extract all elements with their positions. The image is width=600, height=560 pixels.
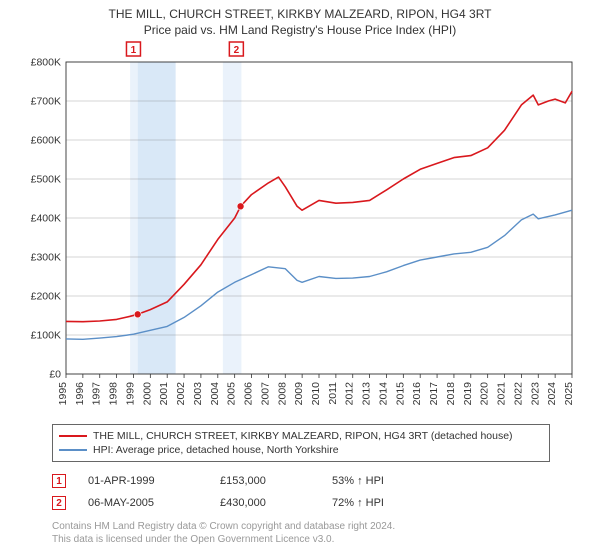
svg-text:2010: 2010 <box>310 382 322 406</box>
svg-text:2017: 2017 <box>428 382 440 406</box>
svg-text:2015: 2015 <box>394 382 406 406</box>
license-line-1: Contains HM Land Registry data © Crown c… <box>52 521 395 532</box>
svg-text:2006: 2006 <box>243 382 255 406</box>
title-line-1: THE MILL, CHURCH STREET, KIRKBY MALZEARD… <box>109 7 492 21</box>
legend-label: THE MILL, CHURCH STREET, KIRKBY MALZEARD… <box>93 430 513 442</box>
transaction-price: £430,000 <box>220 497 310 509</box>
svg-text:£300K: £300K <box>31 252 61 264</box>
svg-text:1: 1 <box>131 45 137 56</box>
svg-text:2001: 2001 <box>158 382 170 406</box>
svg-text:2004: 2004 <box>209 382 221 406</box>
transaction-row: 1 01-APR-1999 £153,000 53% ↑ HPI <box>52 470 600 492</box>
svg-text:£800K: £800K <box>31 57 61 69</box>
transaction-date: 01-APR-1999 <box>88 475 198 487</box>
svg-text:2012: 2012 <box>344 382 356 406</box>
svg-text:£700K: £700K <box>31 96 61 108</box>
svg-text:2014: 2014 <box>377 382 389 406</box>
svg-text:2023: 2023 <box>529 382 541 406</box>
chart-area: £0 £100K £200K £300K £400K £500K £600K £700K £80… <box>22 38 582 418</box>
svg-text:2000: 2000 <box>141 382 153 406</box>
transaction-hpi: 72% ↑ HPI <box>332 497 422 509</box>
legend-swatch <box>59 449 87 451</box>
svg-text:2007: 2007 <box>259 382 271 406</box>
svg-text:2018: 2018 <box>445 382 457 406</box>
svg-text:2013: 2013 <box>361 382 373 406</box>
svg-text:2003: 2003 <box>192 382 204 406</box>
svg-text:2009: 2009 <box>293 382 305 406</box>
svg-text:2024: 2024 <box>546 382 558 406</box>
svg-text:£100K: £100K <box>31 330 61 342</box>
svg-text:1999: 1999 <box>124 382 136 406</box>
svg-text:2005: 2005 <box>226 382 238 406</box>
transaction-marker: 1 <box>52 474 66 488</box>
svg-text:2021: 2021 <box>496 382 508 406</box>
transaction-row: 2 06-MAY-2005 £430,000 72% ↑ HPI <box>52 492 600 514</box>
legend-item: THE MILL, CHURCH STREET, KIRKBY MALZEARD… <box>59 429 543 443</box>
transactions-table: 1 01-APR-1999 £153,000 53% ↑ HPI 2 06-MAY-200… <box>52 470 600 514</box>
svg-text:2025: 2025 <box>563 382 575 406</box>
svg-text:1997: 1997 <box>91 382 103 406</box>
title-line-2: Price paid vs. HM Land Registry's House … <box>144 23 456 37</box>
svg-text:2008: 2008 <box>276 382 288 406</box>
svg-text:£0: £0 <box>49 369 61 381</box>
legend: THE MILL, CHURCH STREET, KIRKBY MALZEARD… <box>52 424 550 462</box>
transaction-date: 06-MAY-2005 <box>88 497 198 509</box>
transaction-marker: 2 <box>52 496 66 510</box>
transaction-hpi: 53% ↑ HPI <box>332 475 422 487</box>
svg-text:1995: 1995 <box>57 382 69 406</box>
svg-text:2002: 2002 <box>175 382 187 406</box>
legend-label: HPI: Average price, detached house, Nort… <box>93 444 339 456</box>
svg-text:£600K: £600K <box>31 135 61 147</box>
legend-item: HPI: Average price, detached house, Nort… <box>59 443 543 457</box>
svg-text:2020: 2020 <box>479 382 491 406</box>
svg-text:2: 2 <box>234 45 240 56</box>
svg-text:1996: 1996 <box>74 382 86 406</box>
transaction-price: £153,000 <box>220 475 310 487</box>
license-text: Contains HM Land Registry data © Crown c… <box>52 520 600 546</box>
svg-text:2016: 2016 <box>411 382 423 406</box>
svg-text:2022: 2022 <box>512 382 524 406</box>
svg-text:£400K: £400K <box>31 213 61 225</box>
license-line-2: This data is licensed under the Open Gov… <box>52 534 334 545</box>
line-chart: £0 £100K £200K £300K £400K £500K £600K £700K £80… <box>22 38 582 418</box>
svg-text:£500K: £500K <box>31 174 61 186</box>
legend-swatch <box>59 435 87 437</box>
svg-text:1998: 1998 <box>108 382 120 406</box>
svg-text:£200K: £200K <box>31 291 61 303</box>
chart-title: THE MILL, CHURCH STREET, KIRKBY MALZEARD… <box>0 0 600 38</box>
svg-text:2011: 2011 <box>327 382 339 405</box>
svg-text:2019: 2019 <box>462 382 474 406</box>
